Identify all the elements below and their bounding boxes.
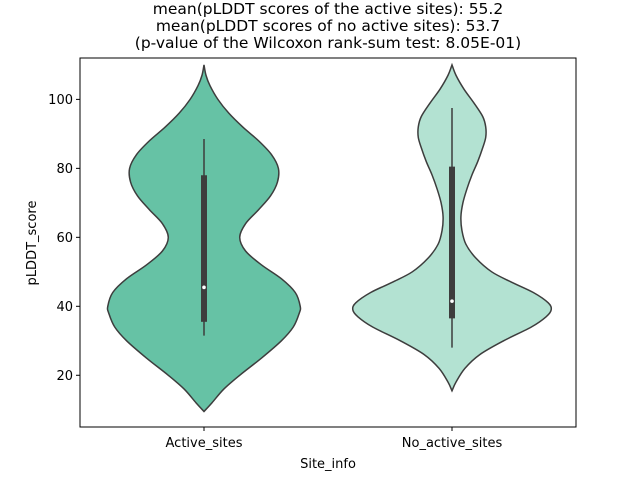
x-tick-label: No_active_sites (402, 436, 503, 451)
y-tick-label: 100 (48, 93, 73, 108)
plot-area-frame (79, 57, 577, 428)
boxplots-layer (201, 108, 455, 348)
x-axis-label: Site_info (300, 457, 356, 472)
x-tick-label: Active_sites (166, 436, 243, 451)
title-line-2: mean(pLDDT scores of no active sites): 5… (156, 17, 500, 35)
median-point (202, 285, 206, 290)
title-line-1: mean(pLDDT scores of the active sites): … (153, 0, 503, 18)
y-tick-label: 40 (56, 300, 73, 315)
y-tick-label: 20 (56, 369, 73, 384)
y-tick-label: 60 (56, 231, 73, 246)
chart-title: mean(pLDDT scores of the active sites): … (135, 0, 521, 52)
iqr-box (201, 175, 207, 322)
iqr-box (449, 166, 455, 319)
y-tick-label: 80 (56, 162, 73, 177)
median-point (450, 299, 454, 303)
title-line-3: (p-value of the Wilcoxon rank-sum test: … (135, 34, 521, 52)
y-axis-label: pLDDT_score (25, 201, 40, 286)
x-axis: Active_sites No_active_sites (166, 427, 503, 451)
violins-layer (106, 62, 553, 413)
y-axis: 20 40 60 80 100 (48, 93, 80, 384)
